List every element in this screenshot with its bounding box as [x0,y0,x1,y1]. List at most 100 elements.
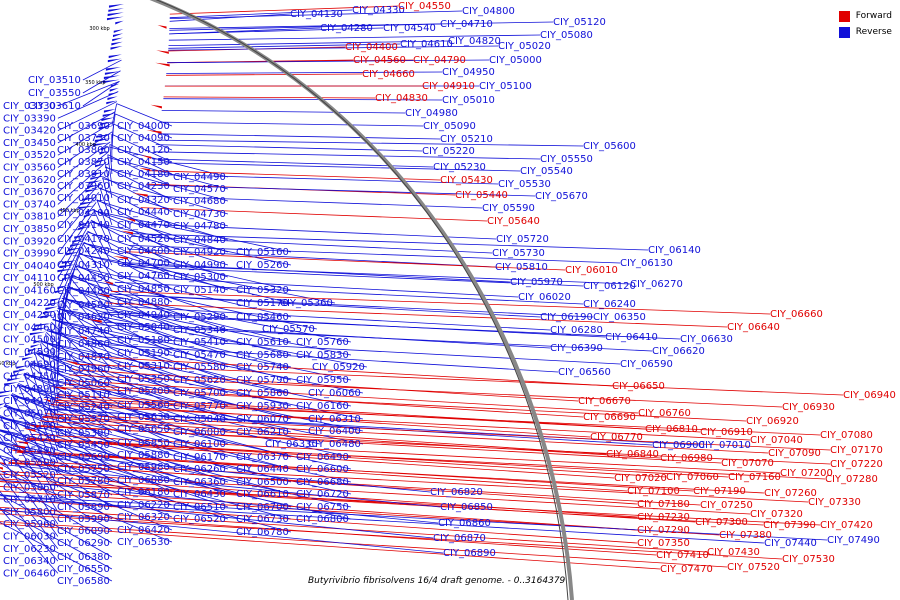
gene-label[interactable]: CIY_05850 [117,438,170,449]
gene-label[interactable]: CIY_04790 [413,55,466,66]
gene-label[interactable]: CIY_04470 [117,220,170,231]
gene-label[interactable]: CIY_04550 [398,1,451,12]
gene-label[interactable]: CIY_04710 [440,19,493,30]
gene-label[interactable]: CIY_04750 [3,372,56,383]
gene-label[interactable]: CIY_06800 [296,514,349,525]
gene-label[interactable]: CIY_06840 [606,449,659,460]
gene-label[interactable]: CIY_05570 [262,324,315,335]
gene-label[interactable]: CIY_06460 [3,568,56,579]
gene-label[interactable]: CIY_06060 [308,388,361,399]
gene-label[interactable]: CIY_07090 [768,448,821,459]
gene-label[interactable]: CIY_05350 [117,374,170,385]
gene-label[interactable]: CIY_03550 [28,88,81,99]
gene-label[interactable]: CIY_07080 [820,430,873,441]
gene-label[interactable]: CIY_05560 [117,400,170,411]
gene-label[interactable]: CIY_07380 [719,530,772,541]
gene-label[interactable]: CIY_06600 [296,464,349,475]
gene-label[interactable]: CIY_04490 [173,172,226,183]
gene-label[interactable]: CIY_04570 [173,184,226,195]
gene-label[interactable]: CIY_07430 [707,547,760,558]
gene-label[interactable]: CIY_04290 [3,310,56,321]
gene-label[interactable]: CIY_06520 [173,514,226,525]
gene-label[interactable]: CIY_05710 [3,495,56,506]
gene-label[interactable]: CIY_04860 [57,339,110,350]
gene-label[interactable]: CIY_07060 [666,472,719,483]
gene-label[interactable]: CIY_05690 [57,452,110,463]
gene-label[interactable]: CIY_06070 [236,414,289,425]
gene-label[interactable]: CIY_05600 [583,141,636,152]
gene-label[interactable]: CIY_06560 [558,367,611,378]
gene-label[interactable]: CIY_04120 [117,145,170,156]
gene-label[interactable]: CIY_05980 [117,462,170,473]
gene-label[interactable]: CIY_06160 [296,401,349,412]
gene-label[interactable]: CIY_05830 [296,350,349,361]
gene-label[interactable]: CIY_05190 [117,348,170,359]
gene-label[interactable]: CIY_03450 [3,138,56,149]
gene-label[interactable]: CIY_05360 [280,298,333,309]
gene-label[interactable]: CIY_05580 [173,362,226,373]
gene-label[interactable]: CIY_05310 [117,361,170,372]
gene-label[interactable]: CIY_03560 [3,163,56,174]
gene-label[interactable]: CIY_04700 [117,258,170,269]
gene-label[interactable]: CIY_03870 [57,157,110,168]
gene-label[interactable]: CIY_05460 [236,312,289,323]
gene-label[interactable]: CIY_05890 [57,502,110,513]
gene-label[interactable]: CIY_04110 [3,273,56,284]
gene-label[interactable]: CIY_03910 [57,169,110,180]
gene-label[interactable]: CIY_05550 [540,154,593,165]
gene-label[interactable]: CIY_07220 [830,459,883,470]
gene-label[interactable]: CIY_06580 [57,576,110,587]
gene-label[interactable]: CIY_05120 [553,17,606,28]
gene-label[interactable]: CIY_05080 [540,30,593,41]
gene-label[interactable]: CIY_05090 [423,121,476,132]
gene-label[interactable]: CIY_05670 [535,191,588,202]
gene-label[interactable]: CIY_04520 [117,234,170,245]
gene-label[interactable]: CIY_05410 [173,337,226,348]
gene-label[interactable]: CIY_06760 [638,408,691,419]
gene-label[interactable]: CIY_04310 [57,260,110,271]
gene-label[interactable]: CIY_06080 [117,475,170,486]
gene-label[interactable]: CIY_06640 [727,322,780,333]
gene-label[interactable]: CIY_07010 [698,440,751,451]
gene-label[interactable]: CIY_06920 [746,416,799,427]
gene-label[interactable]: CIY_06700 [236,502,289,513]
gene-label[interactable]: CIY_06290 [57,538,110,549]
gene-label[interactable]: CIY_07230 [637,512,690,523]
gene-label[interactable]: CIY_05040 [117,322,170,333]
gene-label[interactable]: CIY_07440 [764,538,817,549]
gene-label[interactable]: CIY_06630 [680,334,733,345]
gene-label[interactable]: CIY_06490 [296,452,349,463]
gene-label[interactable]: CIY_04280 [320,23,373,34]
gene-label[interactable]: CIY_06890 [443,548,496,559]
gene-label[interactable]: CIY_05840 [173,414,226,425]
gene-label[interactable]: CIY_05520 [3,470,56,481]
gene-label[interactable]: CIY_07250 [700,500,753,511]
gene-label[interactable]: CIY_05800 [3,507,56,518]
gene-label[interactable]: CIY_06230 [3,544,56,555]
gene-label[interactable]: CIY_07070 [721,458,774,469]
gene-label[interactable]: CIY_04590 [3,347,56,358]
gene-label[interactable]: CIY_05870 [57,490,110,501]
gene-label[interactable]: CIY_03390 [3,113,56,124]
gene-label[interactable]: CIY_05160 [236,247,289,258]
gene-label[interactable]: CIY_07260 [764,488,817,499]
gene-label[interactable]: CIY_05990 [57,514,110,525]
gene-label[interactable]: CIY_06000 [173,427,226,438]
gene-label[interactable]: CIY_06780 [236,527,289,538]
gene-label[interactable]: CIY_06980 [660,453,713,464]
gene-label[interactable]: CIY_05440 [455,190,508,201]
gene-label[interactable]: CIY_04730 [173,209,226,220]
gene-label[interactable]: CIY_05740 [236,362,289,373]
gene-label[interactable]: CIY_05810 [495,262,548,273]
gene-label[interactable]: CIY_06090 [57,526,110,537]
gene-label[interactable]: CIY_07170 [830,445,883,456]
gene-label[interactable]: CIY_06280 [550,325,603,336]
gene-label[interactable]: CIY_05540 [520,166,573,177]
gene-label[interactable]: CIY_06410 [605,332,658,343]
gene-label[interactable]: CIY_05060 [57,378,110,389]
gene-label[interactable]: CIY_05640 [487,216,540,227]
gene-label[interactable]: CIY_04980 [405,108,458,119]
gene-label[interactable]: CIY_06330 [265,439,318,450]
gene-label[interactable]: CIY_04950 [442,67,495,78]
gene-label[interactable]: CIY_06350 [593,312,646,323]
